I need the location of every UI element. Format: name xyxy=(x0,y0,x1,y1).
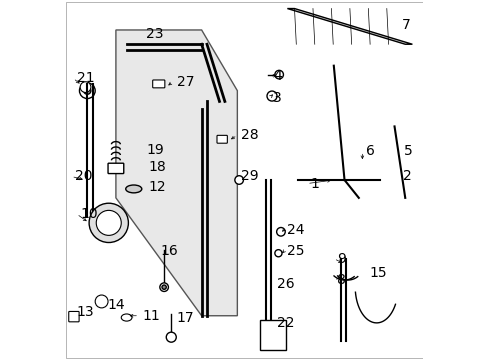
Circle shape xyxy=(274,70,283,79)
Text: 7: 7 xyxy=(401,18,409,32)
Circle shape xyxy=(266,91,276,101)
Circle shape xyxy=(276,228,285,236)
Text: 24: 24 xyxy=(287,223,304,237)
Circle shape xyxy=(95,295,108,308)
FancyBboxPatch shape xyxy=(259,320,285,350)
FancyBboxPatch shape xyxy=(69,311,79,322)
Text: 15: 15 xyxy=(369,266,386,280)
Text: 8: 8 xyxy=(337,273,346,287)
Text: 21: 21 xyxy=(77,71,94,85)
Text: 11: 11 xyxy=(142,309,160,323)
Text: 3: 3 xyxy=(272,91,281,105)
Circle shape xyxy=(96,210,121,235)
Text: 9: 9 xyxy=(337,252,346,266)
Circle shape xyxy=(234,176,243,184)
FancyBboxPatch shape xyxy=(152,80,164,88)
Text: 5: 5 xyxy=(403,144,411,158)
Text: 19: 19 xyxy=(146,143,163,157)
Polygon shape xyxy=(116,30,237,316)
Circle shape xyxy=(80,82,91,93)
Ellipse shape xyxy=(125,185,142,193)
Circle shape xyxy=(80,83,95,99)
Text: 17: 17 xyxy=(176,311,194,324)
Text: 22: 22 xyxy=(276,316,294,330)
Text: 27: 27 xyxy=(176,75,194,89)
Text: 16: 16 xyxy=(160,244,178,258)
Text: 10: 10 xyxy=(80,207,98,221)
Circle shape xyxy=(89,203,128,243)
Text: 1: 1 xyxy=(310,176,319,190)
Text: 26: 26 xyxy=(276,276,294,291)
Text: 6: 6 xyxy=(365,144,374,158)
Circle shape xyxy=(274,249,282,257)
Text: 13: 13 xyxy=(77,305,94,319)
Text: 29: 29 xyxy=(241,170,258,184)
Text: 14: 14 xyxy=(107,298,124,312)
Text: 28: 28 xyxy=(241,129,258,142)
Circle shape xyxy=(83,87,91,94)
Circle shape xyxy=(160,283,168,292)
Text: 25: 25 xyxy=(287,244,304,258)
Text: 23: 23 xyxy=(146,27,163,41)
Circle shape xyxy=(166,332,176,342)
Ellipse shape xyxy=(121,314,132,321)
Polygon shape xyxy=(287,9,411,44)
Text: 2: 2 xyxy=(403,170,411,184)
Text: 20: 20 xyxy=(75,170,92,184)
Circle shape xyxy=(162,285,166,289)
FancyBboxPatch shape xyxy=(108,163,123,174)
Text: 18: 18 xyxy=(148,161,165,175)
Text: 12: 12 xyxy=(148,180,165,194)
Text: 4: 4 xyxy=(272,69,281,84)
FancyBboxPatch shape xyxy=(217,135,227,143)
